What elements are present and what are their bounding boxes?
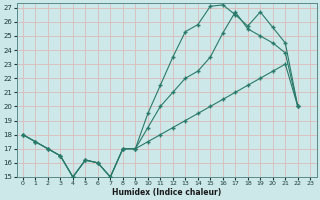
X-axis label: Humidex (Indice chaleur): Humidex (Indice chaleur)	[112, 188, 221, 197]
